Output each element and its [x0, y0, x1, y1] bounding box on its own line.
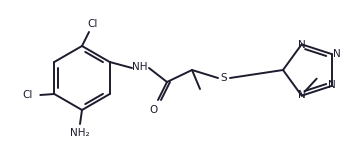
Text: NH₂: NH₂ — [70, 128, 90, 138]
Text: O: O — [150, 105, 158, 115]
Text: Cl: Cl — [22, 90, 32, 100]
Text: Cl: Cl — [88, 19, 98, 29]
Text: N: N — [333, 49, 340, 59]
Text: S: S — [221, 73, 227, 83]
Text: N: N — [298, 90, 306, 100]
Text: NH: NH — [132, 62, 148, 72]
Text: N: N — [298, 40, 306, 50]
Text: N: N — [328, 80, 336, 90]
